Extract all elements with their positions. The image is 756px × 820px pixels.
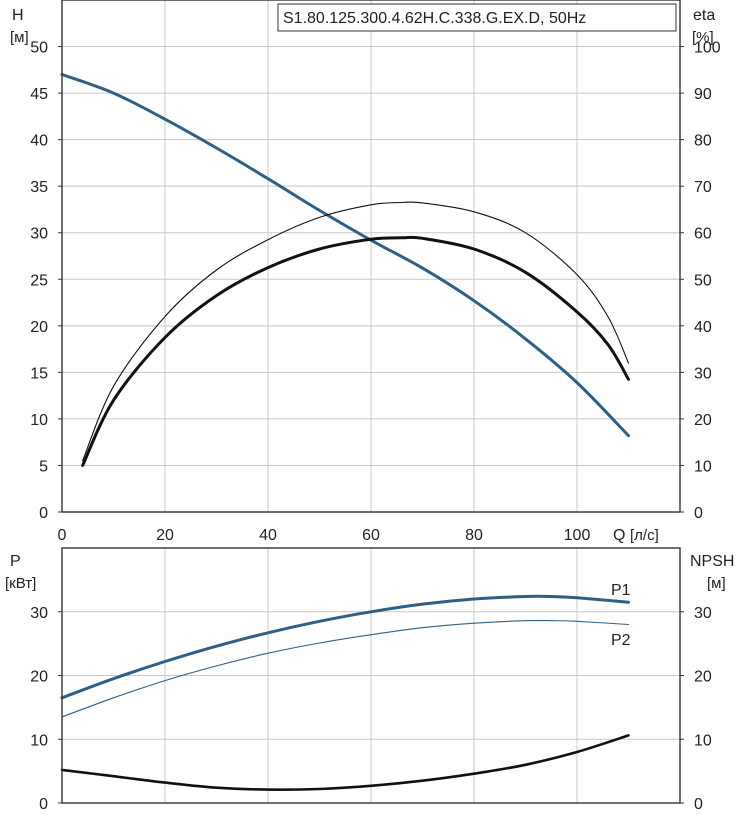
power-tick-label: 30 xyxy=(30,605,48,622)
model-label: S1.80.125.300.4.62H.C.338.G.EX.D, 50Hz xyxy=(283,10,586,27)
head-tick-label: 35 xyxy=(30,179,48,196)
efficiency-axis-unit: [%] xyxy=(692,29,714,46)
head-tick-label: 10 xyxy=(30,412,48,429)
power-axis-unit: [кВт] xyxy=(5,575,36,592)
efficiency-tick-label: 100 xyxy=(694,40,721,57)
p1-curve-label: P1 xyxy=(611,582,631,599)
efficiency-tick-label: 40 xyxy=(694,319,712,336)
flow-tick-label: 40 xyxy=(259,527,277,544)
head-tick-label: 0 xyxy=(39,505,48,522)
efficiency-tick-label: 80 xyxy=(694,133,712,150)
power-tick-label: 0 xyxy=(39,796,48,813)
flow-tick-label: 0 xyxy=(58,527,67,544)
head-axis-unit: [м] xyxy=(10,29,29,46)
efficiency-tick-label: 50 xyxy=(694,272,712,289)
flow-tick-label: 80 xyxy=(465,527,483,544)
efficiency-tick-label: 60 xyxy=(694,226,712,243)
head-tick-label: 50 xyxy=(30,40,48,57)
head-tick-label: 20 xyxy=(30,319,48,336)
head-tick-label: 45 xyxy=(30,86,48,103)
flow-tick-label: 100 xyxy=(564,527,591,544)
npsh-tick-label: 30 xyxy=(694,605,712,622)
head-curve xyxy=(60,73,630,438)
efficiency-thick-curve xyxy=(81,235,630,467)
model-label-box xyxy=(277,3,677,32)
head-tick-label: 25 xyxy=(30,272,48,289)
head-tick-label: 40 xyxy=(30,133,48,150)
efficiency-tick-label: 70 xyxy=(694,179,712,196)
npsh-curve xyxy=(60,734,630,791)
head-axis-label: H xyxy=(12,7,24,24)
efficiency-tick-label: 0 xyxy=(694,505,703,522)
efficiency-tick-label: 20 xyxy=(694,412,712,429)
npsh-axis-label: NPSH xyxy=(690,553,734,570)
efficiency-tick-label: 10 xyxy=(694,458,712,475)
npsh-tick-label: 0 xyxy=(694,796,703,813)
flow-tick-label: 20 xyxy=(156,527,174,544)
power-axis-label: P xyxy=(10,553,21,570)
head-tick-label: 15 xyxy=(30,365,48,382)
flow-axis-unit: [л/с] xyxy=(630,527,659,544)
power-npsh-panel: 0 10 20 30 0 10 20 30 P [кВт] NPSH [м] P1 P2 xyxy=(5,547,734,813)
flow-tick-label: 60 xyxy=(362,527,380,544)
power-tick-label: 20 xyxy=(30,669,48,686)
efficiency-tick-label: 90 xyxy=(694,86,712,103)
p2-curve xyxy=(61,619,630,718)
efficiency-axis-label: eta xyxy=(693,7,715,24)
efficiency-tick-label: 30 xyxy=(694,365,712,382)
head-tick-label: 30 xyxy=(30,226,48,243)
flow-axis-label: Q xyxy=(613,527,625,544)
npsh-axis-unit: [м] xyxy=(707,575,726,592)
npsh-tick-label: 10 xyxy=(694,732,712,749)
p1-curve xyxy=(60,594,630,700)
head-tick-label: 5 xyxy=(39,458,48,475)
npsh-tick-label: 20 xyxy=(694,669,712,686)
efficiency-thin-curve xyxy=(82,201,630,462)
head-plot-frame xyxy=(61,0,681,513)
p2-curve-label: P2 xyxy=(611,632,631,649)
head-efficiency-panel: 0 5 10 15 20 25 30 35 40 45 50 0 10 20 30 40 50 60 70 80 90 1… xyxy=(10,0,721,544)
power-tick-label: 10 xyxy=(30,732,48,749)
